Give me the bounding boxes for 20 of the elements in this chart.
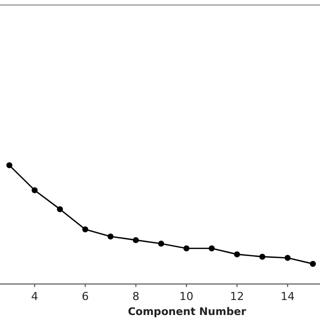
point [183,245,190,252]
x-axis-title: Component Number [128,306,247,318]
point [259,254,266,260]
point [284,254,291,261]
x-tick-label: 10 [179,290,194,303]
x-tick-label: 12 [230,290,244,303]
point [234,251,240,258]
point [310,260,316,267]
point [82,226,88,232]
x-tick-label: 6 [82,290,89,303]
x-tick-label: 8 [132,290,140,303]
point [32,187,38,194]
point [208,245,215,252]
point [56,206,63,212]
point [158,240,164,247]
x-tick-label: 14 [280,290,295,303]
point [6,162,12,168]
x-tick-label: 4 [31,290,38,303]
point [108,234,114,240]
point [132,237,139,244]
